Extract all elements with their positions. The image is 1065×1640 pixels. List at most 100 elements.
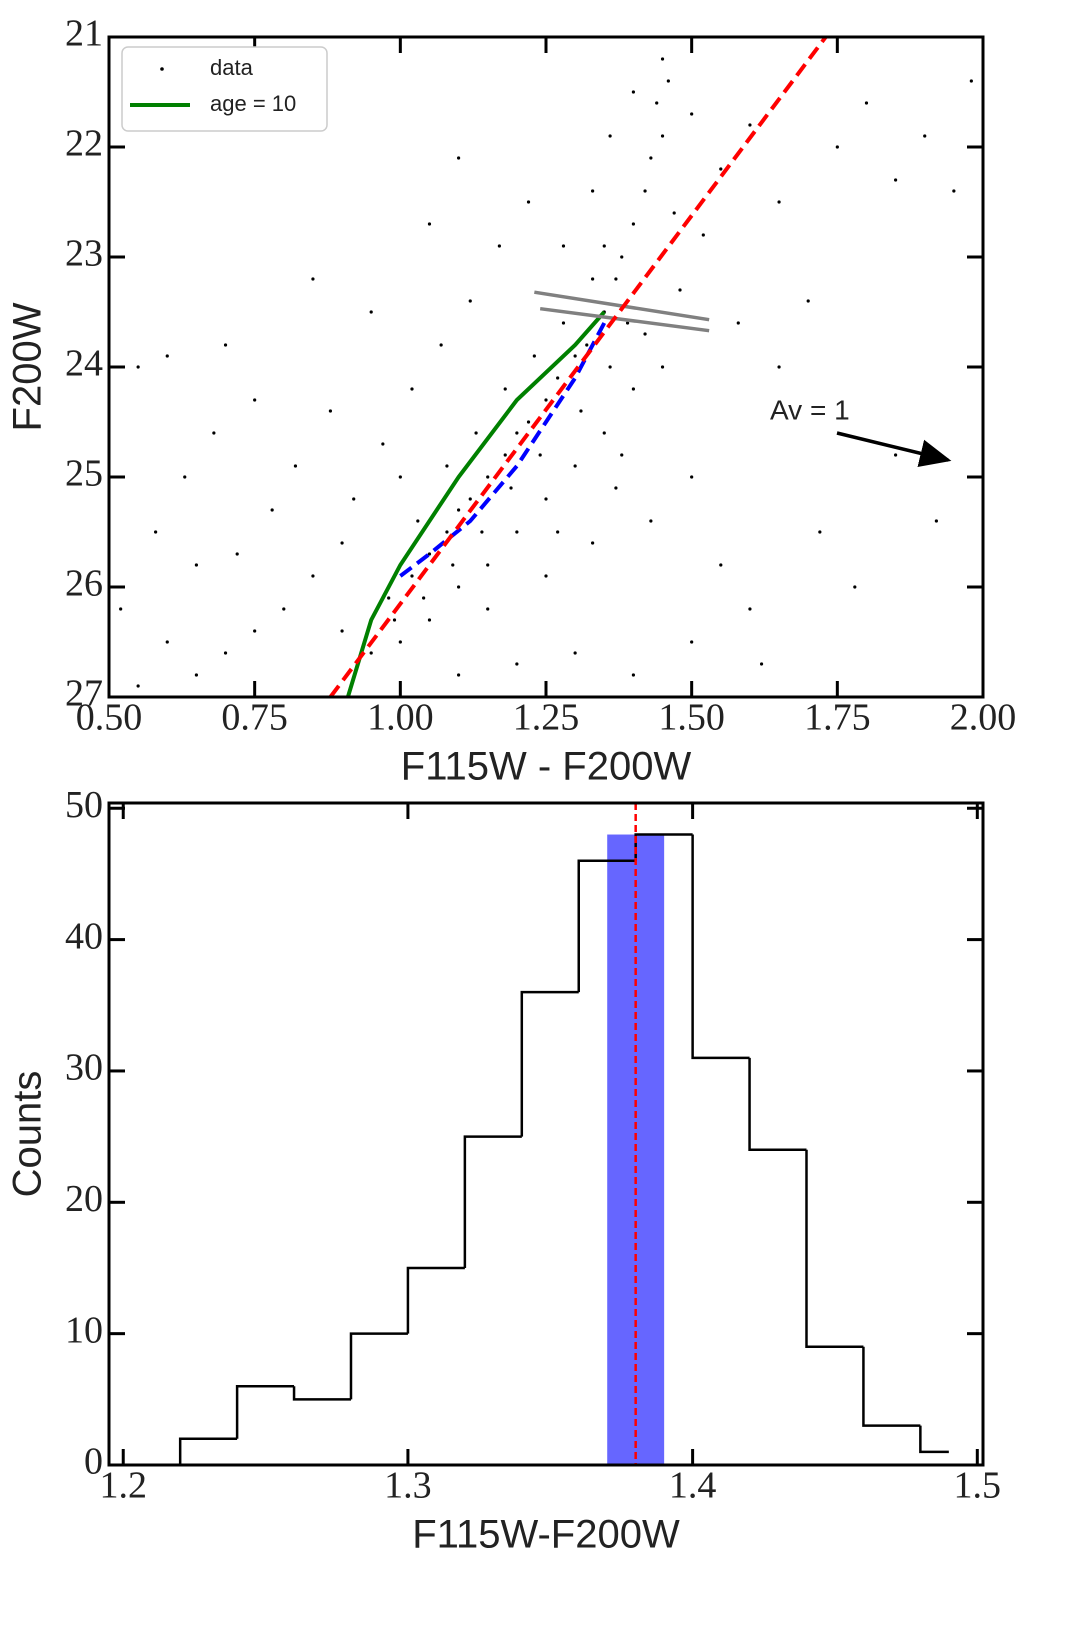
legend-box	[121, 46, 328, 132]
data-point	[253, 398, 257, 402]
data-point	[486, 563, 490, 567]
data-point	[212, 431, 216, 435]
y-axis-label: Counts	[6, 1071, 50, 1198]
data-point	[614, 486, 618, 490]
data-point	[392, 618, 397, 622]
data-point	[515, 530, 519, 534]
histogram-step	[178, 1437, 238, 1465]
x-tick-label: 0.75	[221, 697, 288, 739]
data-point	[398, 475, 402, 479]
data-point	[952, 189, 956, 193]
data-point	[457, 156, 461, 160]
data-point	[573, 354, 577, 358]
data-point	[777, 200, 781, 204]
data-point	[165, 640, 169, 644]
data-point	[631, 387, 636, 391]
data-point	[736, 321, 740, 325]
data-point	[270, 508, 274, 512]
axes-frame	[107, 35, 985, 699]
data-point	[585, 343, 589, 347]
data-point	[369, 310, 373, 314]
data-point	[690, 112, 694, 116]
isochrone	[345, 310, 606, 697]
data-point	[660, 57, 665, 61]
data-point	[445, 464, 449, 468]
x-tick-label: 1.75	[804, 697, 871, 739]
y-tick-label: 25	[65, 453, 103, 495]
data-point	[643, 189, 647, 193]
data-point	[480, 530, 484, 534]
histogram-step	[691, 834, 750, 1060]
data-point	[457, 585, 461, 589]
x-tick-label: 1.3	[384, 1465, 432, 1507]
histogram-step	[577, 859, 636, 993]
data-point	[223, 651, 228, 655]
data-point	[818, 530, 822, 534]
data-point	[591, 277, 595, 281]
data-point	[416, 519, 420, 523]
data-point	[625, 321, 630, 325]
data-point	[369, 651, 373, 655]
data-point	[777, 365, 781, 369]
y-tick-label: 20	[65, 1178, 103, 1220]
data-point	[690, 640, 694, 644]
data-point	[631, 222, 636, 226]
data-point	[620, 453, 624, 457]
y-tick-label: 10	[65, 1309, 103, 1351]
data-point	[451, 563, 455, 567]
data-point	[340, 541, 344, 545]
data-point	[282, 607, 286, 611]
data-point	[561, 321, 566, 325]
data-point	[538, 453, 542, 457]
data-point	[544, 398, 548, 402]
data-point	[631, 673, 636, 677]
data-point	[620, 255, 624, 259]
data-point	[486, 607, 490, 611]
data-point	[556, 530, 560, 534]
histogram-step	[520, 990, 579, 1137]
y-tick-label: 27	[65, 673, 103, 715]
data-point	[497, 244, 501, 248]
fit-line	[399, 322, 607, 578]
data-point	[468, 299, 472, 303]
data-point	[223, 343, 228, 347]
x-tick-label: 1.2	[99, 1465, 147, 1507]
data-point	[759, 662, 764, 666]
data-point	[923, 134, 927, 138]
data-point	[515, 431, 519, 435]
data-point	[579, 409, 583, 413]
y-tick-label: 21	[65, 13, 103, 55]
x-tick-label: 1.00	[367, 697, 434, 739]
data-point	[561, 244, 566, 248]
x-tick-label: 2.00	[950, 697, 1017, 739]
data-point	[311, 574, 315, 578]
data-point	[678, 288, 682, 292]
data-point	[398, 640, 402, 644]
data-point	[468, 497, 472, 501]
data-point	[894, 453, 898, 457]
histogram-step	[748, 1057, 807, 1152]
data-point	[532, 354, 536, 358]
data-point	[701, 233, 705, 237]
x-axis-label: F115W-F200W	[412, 1513, 680, 1557]
data-point	[340, 629, 344, 633]
data-point	[427, 618, 432, 622]
data-point	[381, 442, 385, 446]
data-point	[602, 244, 606, 248]
data-point	[835, 145, 839, 149]
data-point	[655, 101, 659, 105]
data-point	[293, 464, 298, 468]
histogram-step	[919, 1425, 949, 1454]
data-point	[969, 79, 973, 83]
data-point	[427, 222, 432, 226]
y-tick-label: 22	[65, 123, 103, 165]
legend-label: age = 10	[210, 91, 296, 116]
data-point	[614, 277, 618, 281]
y-tick-label: 23	[65, 233, 103, 275]
y-tick-label: 50	[65, 784, 103, 826]
data-point	[660, 134, 665, 138]
data-point	[591, 189, 595, 193]
plot-area	[119, 37, 973, 697]
data-point	[544, 574, 548, 578]
